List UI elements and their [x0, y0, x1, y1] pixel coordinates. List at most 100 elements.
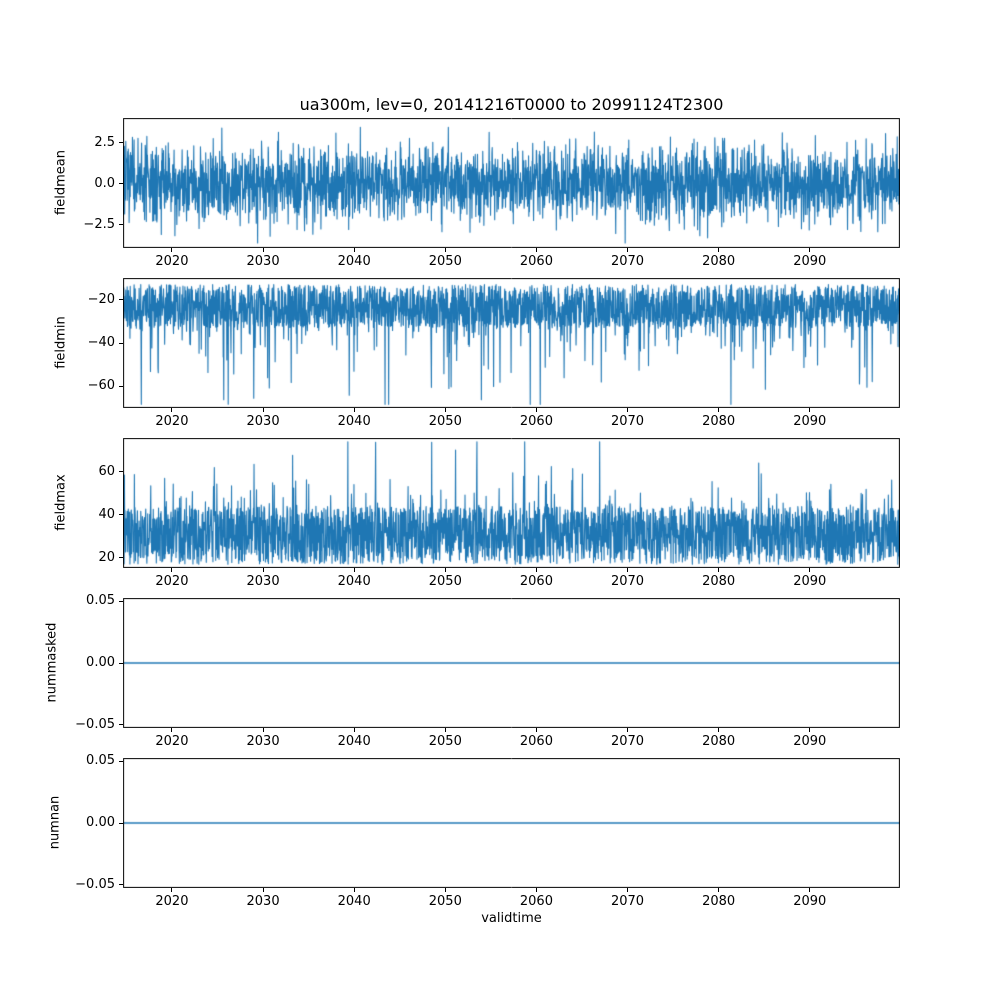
- x-tick-label: 2020: [155, 574, 189, 589]
- y-tick-mark: [119, 662, 123, 664]
- x-axis-label: validtime: [481, 911, 542, 926]
- x-tick-label: 2090: [793, 254, 827, 269]
- x-tick-mark: [171, 248, 173, 252]
- x-tick-mark: [718, 728, 720, 732]
- x-tick-mark: [718, 248, 720, 252]
- x-tick-mark: [171, 568, 173, 572]
- x-tick-mark: [353, 568, 355, 572]
- x-tick-mark: [535, 568, 537, 572]
- y-tick-mark: [119, 183, 123, 185]
- x-tick-label: 2050: [428, 894, 462, 909]
- x-tick-label: 2070: [610, 734, 645, 749]
- x-tick-label: 2080: [702, 254, 736, 269]
- y-tick-mark: [119, 760, 123, 762]
- x-tick-mark: [262, 728, 264, 732]
- x-tick-mark: [262, 568, 264, 572]
- x-tick-label: 2020: [155, 414, 189, 429]
- y-tick-mark: [119, 557, 123, 559]
- x-tick-label: 2040: [337, 734, 371, 749]
- y-tick-mark: [119, 471, 123, 473]
- x-tick-mark: [718, 888, 720, 892]
- x-tick-mark: [627, 408, 629, 412]
- y-tick-mark: [119, 385, 123, 387]
- y-tick-label: 0.00: [86, 655, 115, 670]
- x-tick-label: 2060: [519, 574, 553, 589]
- x-tick-label: 2020: [155, 734, 189, 749]
- y-tick-label: −60: [87, 378, 115, 394]
- x-tick-label: 2060: [519, 414, 553, 429]
- y-tick-label: −0.05: [75, 716, 115, 732]
- y-tick-mark: [119, 600, 123, 602]
- y-axis-title-fieldmin: fieldmin: [53, 316, 69, 369]
- x-tick-mark: [444, 728, 446, 732]
- subplot-nummasked: [123, 598, 900, 728]
- x-tick-mark: [262, 408, 264, 412]
- x-tick-mark: [718, 408, 720, 412]
- x-tick-label: 2060: [519, 894, 553, 909]
- x-tick-mark: [809, 248, 811, 252]
- x-tick-label: 2040: [337, 574, 371, 589]
- x-tick-label: 2040: [337, 894, 371, 909]
- x-tick-label: 2020: [155, 254, 189, 269]
- x-tick-label: 2090: [793, 894, 827, 909]
- x-tick-label: 2030: [246, 414, 280, 429]
- x-tick-mark: [809, 408, 811, 412]
- y-tick-mark: [119, 342, 123, 344]
- y-tick-label: 60: [98, 463, 115, 479]
- x-tick-label: 2040: [337, 254, 371, 269]
- y-tick-label: 20: [98, 549, 115, 565]
- x-tick-mark: [535, 728, 537, 732]
- x-tick-label: 2050: [428, 254, 462, 269]
- x-tick-label: 2050: [428, 414, 462, 429]
- x-tick-mark: [262, 888, 264, 892]
- x-tick-label: 2090: [793, 734, 827, 749]
- subplot-fieldmax: [123, 438, 900, 568]
- x-tick-label: 2030: [246, 894, 280, 909]
- x-tick-label: 2070: [610, 414, 645, 429]
- y-tick-label: 40: [98, 506, 115, 522]
- x-tick-mark: [353, 248, 355, 252]
- x-tick-mark: [535, 248, 537, 252]
- subplot-fieldmin: [123, 278, 900, 408]
- x-tick-label: 2060: [519, 254, 553, 269]
- x-tick-mark: [535, 408, 537, 412]
- x-tick-label: 2070: [610, 254, 645, 269]
- x-tick-mark: [535, 888, 537, 892]
- y-axis-title-nummasked: nummasked: [44, 622, 60, 703]
- y-tick-label: −20: [87, 291, 115, 307]
- y-tick-mark: [119, 224, 123, 226]
- x-tick-mark: [718, 568, 720, 572]
- x-tick-label: 2030: [246, 574, 280, 589]
- y-tick-label: 0.0: [94, 175, 115, 191]
- x-tick-mark: [444, 888, 446, 892]
- y-tick-label: 0.05: [86, 593, 115, 609]
- x-tick-label: 2090: [793, 574, 827, 589]
- y-tick-label: −2.5: [83, 216, 115, 232]
- x-tick-label: 2080: [702, 894, 736, 909]
- subplot-fieldmean: [123, 118, 900, 248]
- y-axis-title-numnan: numnan: [47, 795, 63, 850]
- x-tick-label: 2090: [793, 414, 827, 429]
- x-tick-label: 2070: [610, 574, 645, 589]
- x-tick-label: 2080: [702, 734, 736, 749]
- x-tick-mark: [171, 728, 173, 732]
- x-tick-mark: [262, 248, 264, 252]
- x-tick-mark: [627, 888, 629, 892]
- x-tick-mark: [444, 408, 446, 412]
- x-tick-mark: [353, 888, 355, 892]
- x-tick-mark: [171, 888, 173, 892]
- y-tick-label: 0.00: [86, 815, 115, 830]
- x-tick-mark: [353, 408, 355, 412]
- x-tick-mark: [809, 568, 811, 572]
- y-tick-mark: [119, 142, 123, 144]
- y-tick-mark: [119, 514, 123, 516]
- x-tick-mark: [809, 888, 811, 892]
- x-tick-mark: [353, 728, 355, 732]
- y-axis-title-fieldmean: fieldmean: [53, 150, 69, 215]
- y-tick-label: −0.05: [75, 876, 115, 892]
- y-tick-label: 2.5: [94, 134, 115, 150]
- x-tick-label: 2080: [702, 414, 736, 429]
- y-tick-mark: [119, 822, 123, 824]
- x-tick-label: 2040: [337, 414, 371, 429]
- x-tick-mark: [627, 728, 629, 732]
